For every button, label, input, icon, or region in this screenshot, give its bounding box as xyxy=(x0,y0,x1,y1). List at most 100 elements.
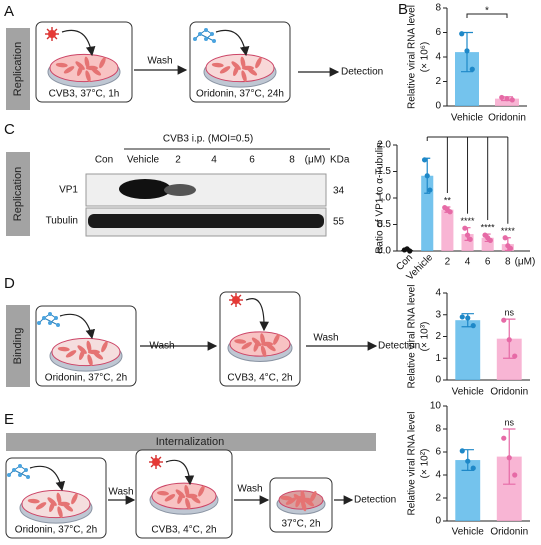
cell xyxy=(241,341,252,350)
cell xyxy=(101,341,108,353)
cell xyxy=(56,492,62,505)
kda-label: KDa xyxy=(330,155,350,166)
data-point xyxy=(427,187,433,193)
data-point xyxy=(459,448,465,454)
data-point xyxy=(502,235,508,241)
bar xyxy=(495,98,519,106)
y-tick-label: 1.5 xyxy=(377,166,391,177)
panel-label: E xyxy=(4,411,14,428)
y-tick-label: 0.5 xyxy=(377,219,391,230)
wash-label: Wash xyxy=(237,484,262,495)
step-caption: 37°C, 2h xyxy=(281,519,320,530)
drug-atom xyxy=(18,464,22,468)
data-point xyxy=(464,232,471,238)
data-point xyxy=(509,97,515,103)
cell xyxy=(65,350,77,358)
data-point xyxy=(506,337,512,343)
cell xyxy=(57,506,63,518)
blot-band xyxy=(88,214,324,228)
data-point xyxy=(470,323,476,329)
bar xyxy=(455,320,481,380)
panel-label: A xyxy=(4,3,14,20)
cell xyxy=(84,56,90,69)
data-point xyxy=(447,209,453,215)
cell xyxy=(240,56,246,69)
y-tick-label: 0.0 xyxy=(377,246,391,257)
significance-label: **** xyxy=(481,222,496,232)
y-tick-label: 4 xyxy=(435,470,441,481)
drug-atom xyxy=(193,37,197,41)
drug-atom xyxy=(26,475,30,479)
lane-label: 6 xyxy=(249,155,255,166)
step-caption: CVB3, 37°C, 1h xyxy=(49,89,120,100)
blot-band xyxy=(119,179,171,199)
drug-atom xyxy=(42,316,46,320)
data-point xyxy=(507,245,514,251)
cell xyxy=(99,57,106,69)
significance-label: ns xyxy=(504,417,514,427)
data-point xyxy=(464,48,470,54)
header-label: Internalization xyxy=(156,436,225,448)
cell xyxy=(300,490,306,503)
cell xyxy=(219,66,231,74)
x-unit-label: (μM) xyxy=(515,257,536,268)
y-tick-label: 2.0 xyxy=(377,140,391,151)
cell xyxy=(91,67,102,76)
cell xyxy=(57,346,70,352)
cell xyxy=(164,494,176,502)
arrow xyxy=(29,465,66,492)
y-tick-label: 3 xyxy=(435,309,441,320)
panel-label: D xyxy=(4,275,15,292)
y-axis-label: Ratio of VP1 to α-Tubulin xyxy=(375,142,386,254)
cell xyxy=(190,495,201,504)
row-label: VP1 xyxy=(59,185,78,196)
y-axis-label: Relative viral RNA level xyxy=(407,285,418,389)
step-caption: CVB3, 4°C, 2h xyxy=(151,525,216,536)
y-axis-unit: (× 10³) xyxy=(420,322,431,352)
y-tick-label: 8 xyxy=(435,3,441,14)
drug-atom xyxy=(48,321,52,325)
cell xyxy=(304,498,315,507)
row-kda: 34 xyxy=(333,186,345,197)
drug-atom xyxy=(12,468,16,472)
side-label: Replication xyxy=(12,42,24,96)
cell xyxy=(184,484,190,497)
data-point xyxy=(501,317,507,323)
x-tick-label: Oridonin xyxy=(490,527,528,538)
cell xyxy=(251,337,262,347)
arrow xyxy=(165,459,195,486)
data-point xyxy=(487,237,493,243)
y-tick-label: 2 xyxy=(435,493,441,504)
cell xyxy=(47,497,57,506)
cell xyxy=(255,57,262,69)
bar xyxy=(421,175,434,251)
side-bar xyxy=(6,28,30,110)
y-axis-unit: (× 10²) xyxy=(420,449,431,479)
cell xyxy=(35,502,47,510)
cell xyxy=(86,340,92,353)
cell xyxy=(293,494,304,503)
cell xyxy=(231,61,241,70)
data-point xyxy=(465,458,471,464)
significance-bracket xyxy=(466,13,508,18)
step-caption: Oridonin, 37°C, 24h xyxy=(196,89,284,100)
y-axis-label: Relative viral RNA level xyxy=(407,5,418,109)
x-tick-label: Vehicle xyxy=(451,113,484,124)
cell xyxy=(273,333,280,345)
significance-label: ns xyxy=(504,307,514,317)
lane-label: 8 xyxy=(289,155,295,166)
side-bar xyxy=(6,152,30,236)
cell xyxy=(87,354,93,366)
drug-atom xyxy=(198,32,202,36)
x-tick-label: 2 xyxy=(445,257,451,268)
cell xyxy=(185,497,191,510)
x-tick-label: Vehicle xyxy=(452,387,485,398)
step-caption: Oridonin, 37°C, 2h xyxy=(15,525,97,536)
arrow xyxy=(215,29,250,57)
significance-label: ** xyxy=(444,195,452,205)
bar-chart: 0 2 4 6 8 Relative viral RNA level (× 10⁶) Vehi… xyxy=(407,3,527,124)
cell xyxy=(71,493,78,505)
data-point xyxy=(459,314,465,320)
drug-atom xyxy=(18,473,22,477)
